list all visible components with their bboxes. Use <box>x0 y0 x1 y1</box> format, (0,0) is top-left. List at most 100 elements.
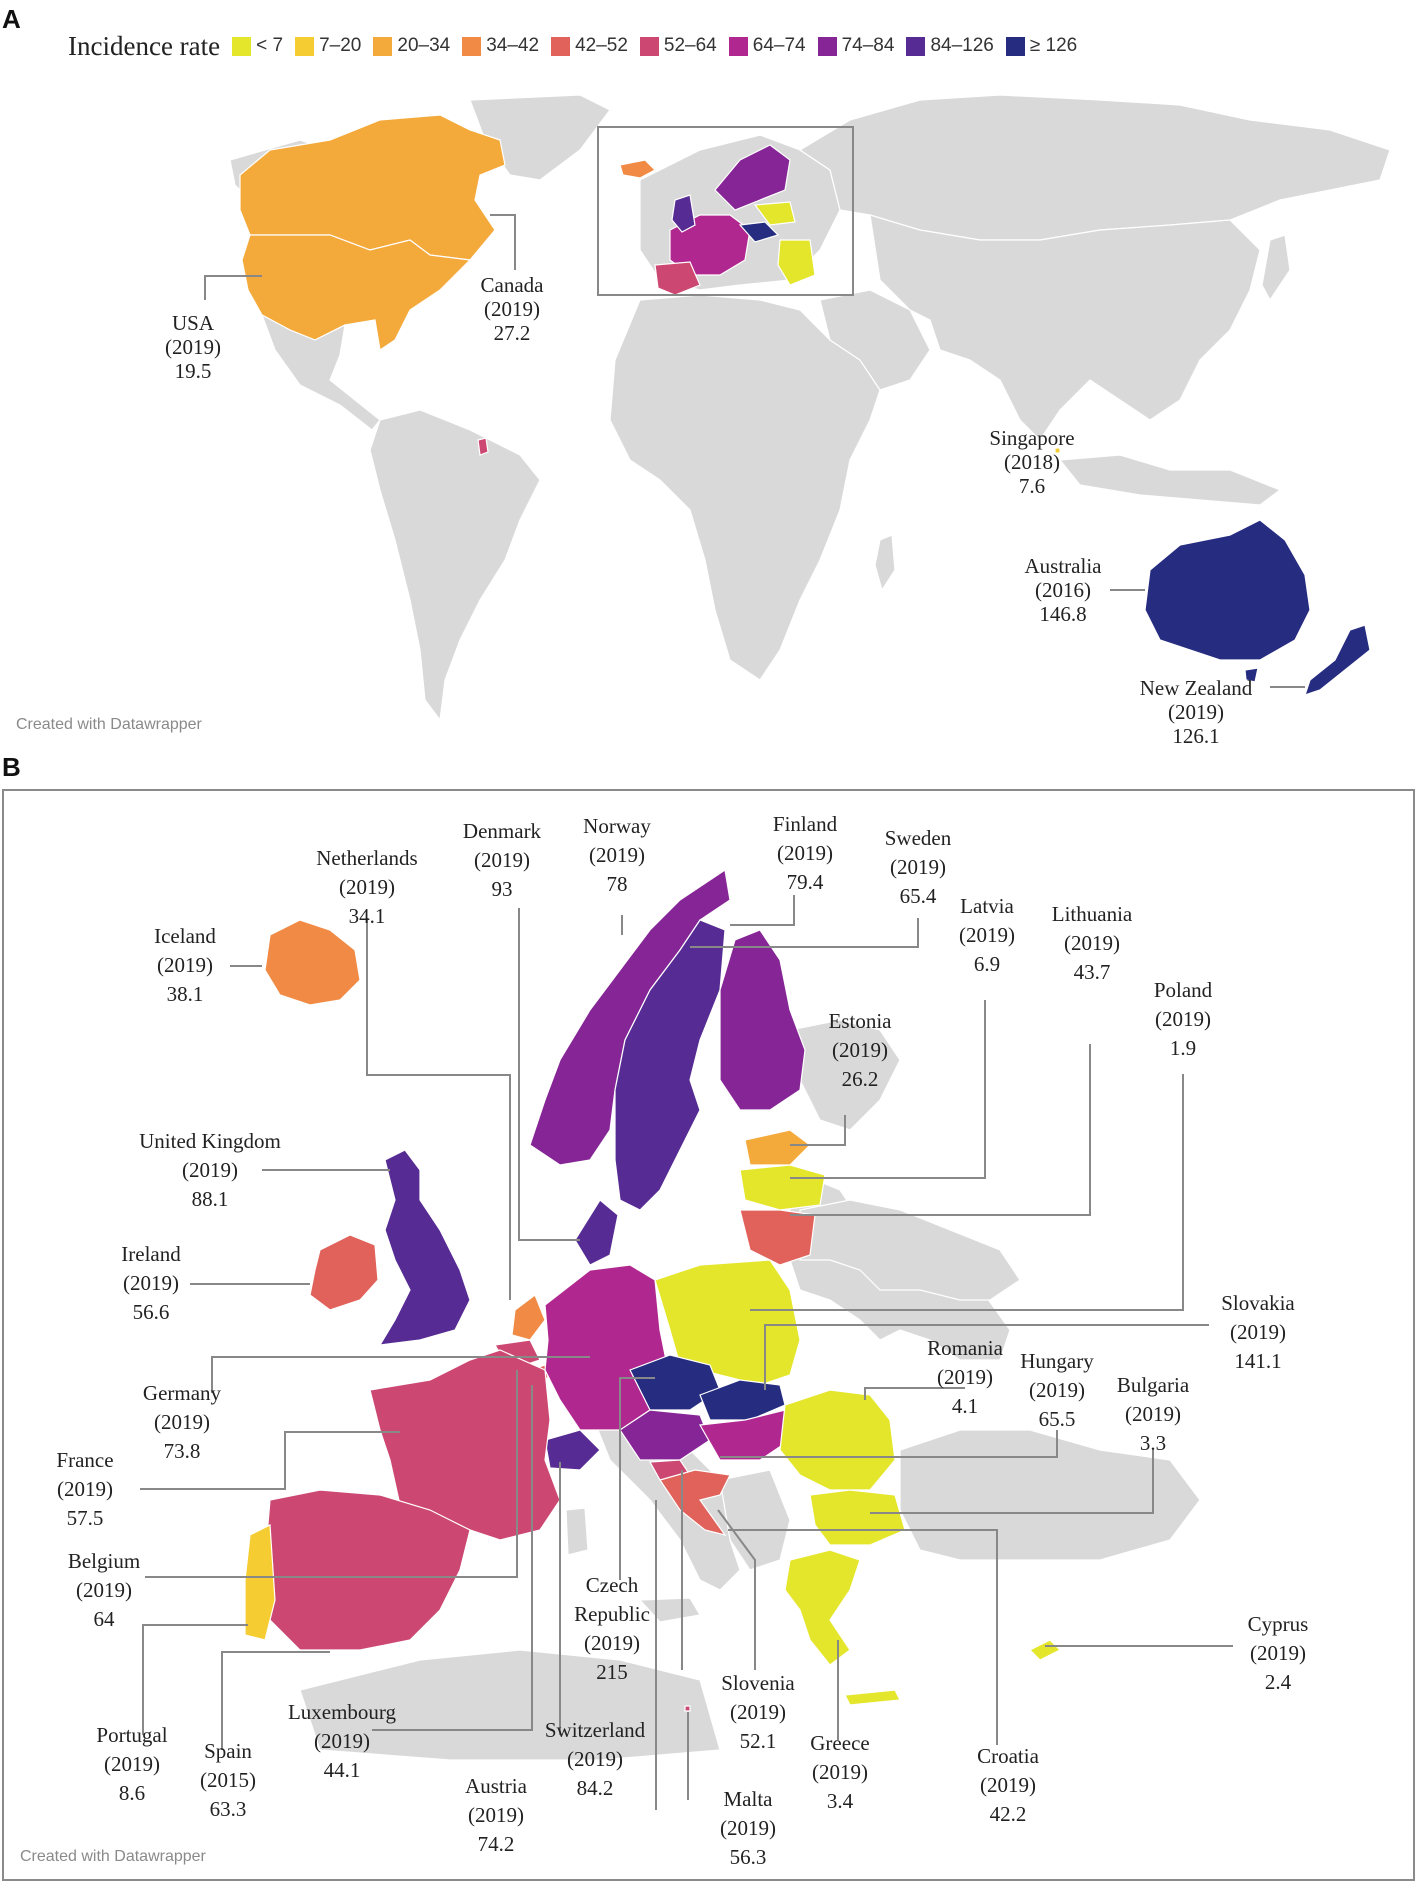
label-cyprus: Cyprus (2019) 2.4 <box>1248 1612 1309 1694</box>
label-austria: Austria (2019) 74.2 <box>465 1774 528 1856</box>
legend: Incidence rate < 7 7–20 20–34 34–42 42–52 52–… <box>68 28 1089 64</box>
label-sweden: Sweden (2019) 65.4 <box>885 826 952 908</box>
netherlands-shape <box>511 1294 546 1341</box>
ukraine-grey <box>799 1199 1021 1301</box>
bulgaria-shape <box>809 1489 906 1546</box>
panel-label-a: A <box>2 4 21 34</box>
label-australia: Australia (2016) 146.8 <box>1025 554 1103 626</box>
label-slovakia: Slovakia (2019) 141.1 <box>1221 1291 1295 1373</box>
iceland-shape <box>264 919 361 1006</box>
tasmania-shape <box>1244 667 1259 683</box>
legend-item: 74–84 <box>817 35 895 57</box>
legend-label: 64–74 <box>752 35 806 56</box>
iceland-small <box>619 159 656 179</box>
label-greece: Greece (2019) 3.4 <box>810 1731 869 1813</box>
label-hungary: Hungary (2019) 65.5 <box>1020 1349 1094 1431</box>
label-germany: Germany (2019) 73.8 <box>143 1381 222 1463</box>
world-leader-lines <box>204 214 1305 688</box>
label-switzerland: Switzerland (2019) 84.2 <box>545 1718 646 1800</box>
label-bulgaria: Bulgaria (2019) 3.3 <box>1117 1373 1190 1455</box>
russia-grey-b <box>789 1019 901 1131</box>
label-estonia: Estonia (2019) 26.2 <box>829 1009 893 1091</box>
portugal-shape <box>244 1524 276 1641</box>
europe-leader-lines <box>140 895 1233 1810</box>
panel-label-b: B <box>2 752 21 782</box>
label-portugal: Portugal (2019) 8.6 <box>96 1723 167 1805</box>
africa-shape <box>609 294 881 681</box>
australia-shape <box>1144 519 1311 661</box>
credit-world: Created with Datawrapper <box>16 716 202 733</box>
legend-item: 20–34 <box>373 35 450 57</box>
finland-shape <box>719 929 806 1111</box>
legend-label: 84–126 <box>930 35 994 56</box>
legend-swatch <box>728 36 748 56</box>
legend-label: 42–52 <box>575 35 628 56</box>
ireland-shape <box>309 1234 379 1311</box>
middle-east-shape <box>819 289 931 391</box>
romania-shape <box>779 1389 896 1491</box>
label-ireland: Ireland (2019) 56.6 <box>121 1242 181 1324</box>
switzerland-shape <box>544 1429 601 1471</box>
balkans-small <box>777 239 816 286</box>
usa-shape <box>241 234 472 352</box>
legend-swatch <box>232 36 252 56</box>
europe-map <box>244 868 1201 1761</box>
legend-label: < 7 <box>256 35 284 56</box>
uk-shape <box>378 1149 471 1346</box>
label-new-zealand: New Zealand (2019) 126.1 <box>1140 676 1253 748</box>
label-netherlands: Netherlands (2019) 34.1 <box>316 846 417 928</box>
malta-shape <box>684 1705 691 1712</box>
south-america-shape <box>369 409 541 722</box>
legend-item: 52–64 <box>639 35 717 57</box>
label-finland: Finland (2019) 79.4 <box>773 812 838 894</box>
legend-item: ≥ 126 <box>1005 35 1077 57</box>
legend-item: 84–126 <box>906 35 994 57</box>
legend-swatch <box>462 36 482 56</box>
new-zealand-shape <box>1304 624 1371 696</box>
legend-item: < 7 <box>232 35 283 57</box>
denmark-shape <box>574 1199 619 1266</box>
legend-swatch <box>551 36 571 56</box>
uk-small <box>671 194 696 233</box>
legend-swatch <box>639 36 659 56</box>
north-africa-grey <box>299 1649 721 1761</box>
croatia-shape <box>659 1469 731 1536</box>
poland-small <box>753 201 796 226</box>
legend-label: 52–64 <box>663 35 717 56</box>
label-usa: USA (2019) 19.5 <box>165 311 221 383</box>
iberia-small <box>654 261 701 296</box>
russia-shape <box>798 94 1391 241</box>
label-france: France (2019) 57.5 <box>56 1448 113 1530</box>
singapore-shape <box>1054 447 1061 454</box>
sardinia-grey <box>565 1507 589 1556</box>
label-singapore: Singapore (2018) 7.6 <box>989 426 1074 498</box>
label-latvia: Latvia (2019) 6.9 <box>959 894 1015 976</box>
label-lithuania: Lithuania (2019) 43.7 <box>1052 902 1133 984</box>
estonia-shape <box>744 1129 811 1166</box>
label-belgium: Belgium (2019) 64 <box>68 1549 140 1631</box>
europe-inset-frame <box>597 126 854 296</box>
madagascar-shape <box>874 534 896 592</box>
label-malta: Malta (2019) 56.3 <box>720 1787 776 1869</box>
legend-label: 7–20 <box>319 35 362 56</box>
label-luxembourg: Luxembourg (2019) 44.1 <box>288 1700 397 1782</box>
norway-shape <box>529 868 731 1166</box>
mexico-shape <box>260 313 381 431</box>
french-guiana-shape <box>477 437 489 456</box>
legend-title: Incidence rate <box>68 30 221 61</box>
legend-swatch <box>906 36 926 56</box>
scandinavia-small <box>714 144 791 211</box>
greece-shape <box>784 1549 861 1666</box>
legend-swatch <box>373 36 393 56</box>
legend-item: 7–20 <box>295 35 361 57</box>
crete-shape <box>844 1689 901 1706</box>
france-shape <box>369 1349 561 1541</box>
sweden-shape <box>614 919 726 1211</box>
label-czech-republic: Czech Republic (2019) 215 <box>574 1573 650 1684</box>
label-iceland: Iceland (2019) 38.1 <box>154 924 216 1006</box>
japan-shape <box>1261 234 1291 302</box>
poland-shape <box>654 1259 801 1386</box>
legend-label: 74–84 <box>841 35 895 56</box>
legend-swatch <box>295 36 315 56</box>
